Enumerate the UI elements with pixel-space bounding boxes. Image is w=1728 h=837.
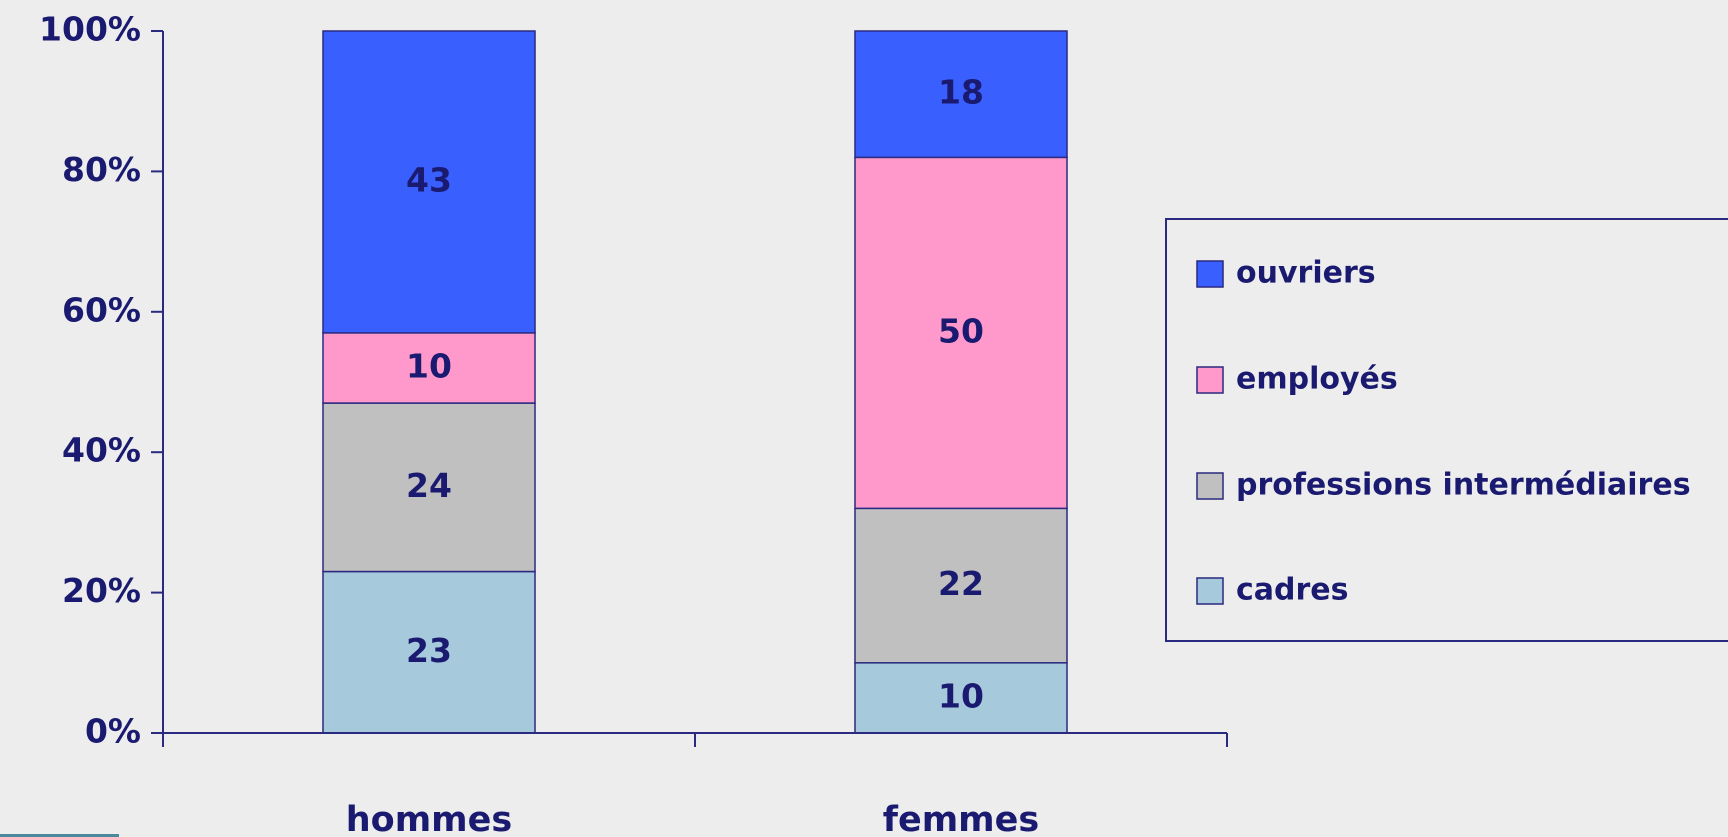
data-label: 10 [406,346,452,385]
legend-box [1165,218,1728,642]
bar-segment [854,156,1068,510]
y-tick-label: 100% [39,10,141,49]
x-tick-label: femmes [883,800,1039,837]
data-label: 22 [938,564,984,603]
legend-swatch [1196,577,1224,605]
y-tick-label: 80% [62,150,141,189]
corner-decoration [0,834,119,837]
data-label: 23 [406,631,452,670]
legend-swatch [1196,366,1224,394]
data-label: 10 [938,676,984,715]
legend-label: cadres [1236,573,1349,608]
x-tick-label: hommes [346,800,512,837]
data-label: 24 [406,466,452,505]
y-tick-label: 0% [85,712,141,751]
bar-segment [322,30,536,334]
y-tick-label: 60% [62,290,141,329]
bar-segment [854,30,1068,159]
y-tick-label: 20% [62,571,141,610]
legend-swatch [1196,472,1224,500]
legend-label: professions intermédiaires [1236,468,1691,503]
y-tick-label: 40% [62,431,141,470]
data-label: 50 [938,311,984,350]
data-label: 18 [938,73,984,112]
data-label: 43 [406,160,452,199]
legend-swatch [1196,260,1224,288]
bar-segment [854,507,1068,664]
legend-label: employés [1236,362,1398,397]
legend-label: ouvriers [1236,256,1376,291]
